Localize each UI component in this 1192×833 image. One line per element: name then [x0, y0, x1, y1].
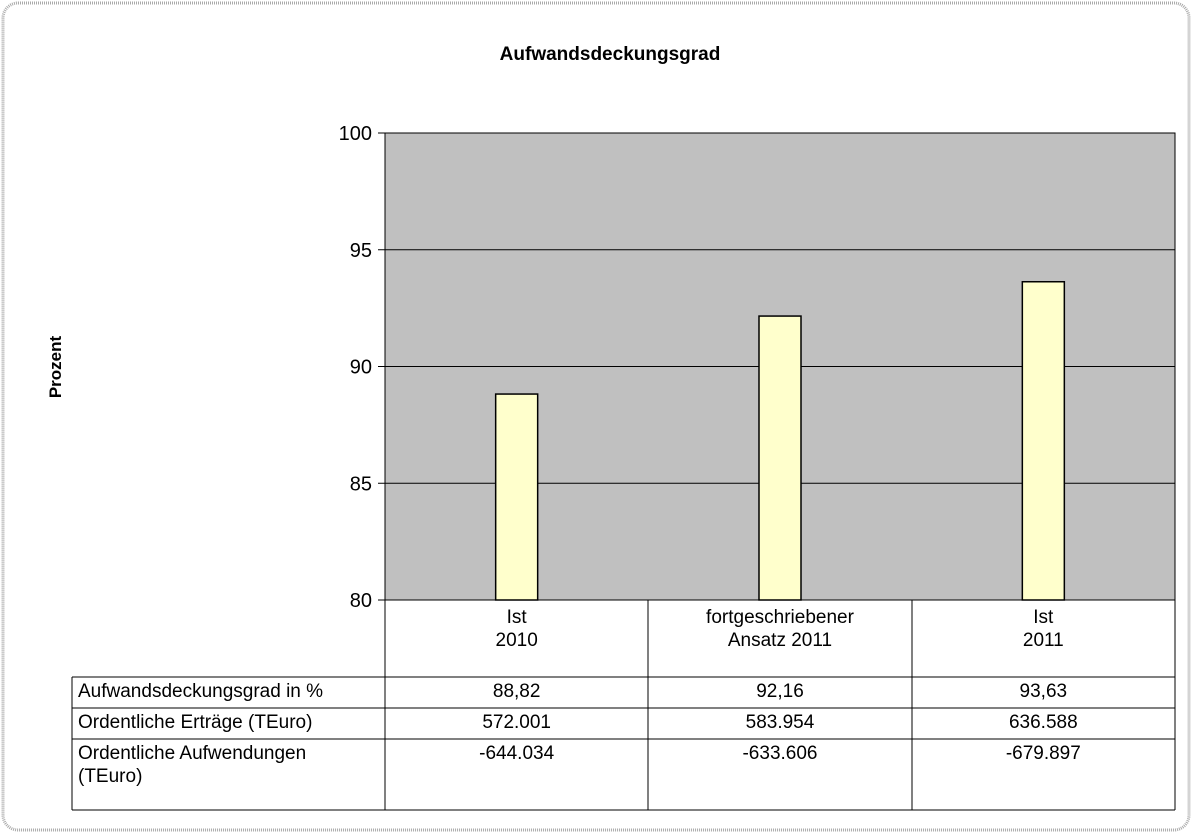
table-cell: 88,82 — [492, 681, 541, 702]
table-cell: 93,63 — [1019, 681, 1068, 702]
y-axis-label: Prozent — [46, 335, 65, 398]
table-cell: 636.588 — [1008, 712, 1078, 733]
category-label: fortgeschriebener Ansatz 2011 — [706, 607, 854, 651]
bar — [758, 315, 802, 601]
y-tick-label: 85 — [350, 473, 372, 495]
table-cell: 92,16 — [756, 681, 804, 702]
table-grid — [71, 600, 1176, 811]
table-cell: -679.897 — [1005, 743, 1081, 764]
row-label: Ordentliche Erträge (TEuro) — [78, 712, 313, 733]
y-tick-label: 100 — [339, 123, 372, 145]
y-tick-label: 95 — [350, 240, 372, 262]
category-label: Ist 2011 — [1022, 607, 1064, 651]
row-label: Ordentliche Aufwendungen (TEuro) — [78, 743, 307, 787]
y-tick-label: 90 — [350, 357, 372, 379]
chart-title: Aufwandsdeckungsgrad — [500, 44, 721, 65]
table-cell: 583.954 — [745, 712, 815, 733]
table-cell: 572.001 — [482, 712, 551, 733]
bar — [494, 393, 539, 601]
bar — [1021, 280, 1066, 601]
row-label: Aufwandsdeckungsgrad in % — [78, 681, 324, 702]
y-tick-label: 80 — [350, 590, 372, 612]
table-cell: -644.034 — [479, 743, 555, 764]
category-label: Ist 2010 — [495, 607, 538, 651]
table-cell: -633.606 — [742, 743, 818, 764]
